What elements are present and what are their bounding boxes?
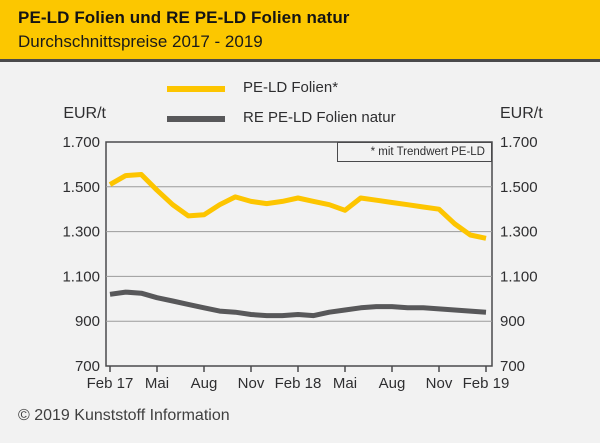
y-tick-label-left: 700 [75, 358, 100, 375]
y-tick-label-right: 700 [500, 358, 525, 375]
y-tick-label-left: 900 [75, 313, 100, 330]
chart-subtitle: Durchschnittspreise 2017 - 2019 [18, 32, 263, 51]
header: PE-LD Folien und RE PE-LD Folien natur D… [0, 0, 600, 59]
legend-label-pe-ld-folien: PE-LD Folien* [243, 79, 339, 96]
chart-title: PE-LD Folien und RE PE-LD Folien natur [18, 8, 350, 27]
axis-unit-right: EUR/t [500, 105, 543, 122]
series-line-re-pe-ld-folien-natur [109, 289, 487, 319]
x-tick-label: Mai [145, 375, 169, 392]
legend-swatch-re-pe-ld-folien-natur [167, 116, 225, 122]
y-tick-label-left: 1.300 [62, 224, 100, 241]
x-tick-label: Feb 19 [463, 375, 510, 392]
x-tick-label: Nov [426, 375, 453, 392]
x-tick-label: Mai [333, 375, 357, 392]
y-tick-label-left: 1.100 [62, 268, 100, 285]
legend-swatch-pe-ld-folien [167, 86, 225, 92]
copyright: © 2019 Kunststoff Information [18, 407, 230, 424]
x-tick-label: Feb 18 [275, 375, 322, 392]
header-divider [0, 59, 600, 62]
y-tick-label-right: 1.300 [500, 224, 538, 241]
x-tick-label: Aug [191, 375, 218, 392]
x-tick-label: Feb 17 [87, 375, 134, 392]
y-tick-label-right: 900 [500, 313, 525, 330]
plot-area [105, 141, 493, 367]
x-tick-label: Nov [238, 375, 265, 392]
y-tick-label-right: 1.500 [500, 179, 538, 196]
y-tick-label-right: 1.100 [500, 268, 538, 285]
x-tick-label: Aug [379, 375, 406, 392]
series-line-pe-ld-folien [108, 172, 487, 241]
y-tick-label-right: 1.700 [500, 134, 538, 151]
legend-label-re-pe-ld-folien-natur: RE PE-LD Folien natur [243, 109, 396, 126]
axis-unit-left: EUR/t [63, 105, 106, 122]
y-tick-label-left: 1.700 [62, 134, 100, 151]
y-tick-label-left: 1.500 [62, 179, 100, 196]
trend-annotation: * mit Trendwert PE-LD [337, 142, 492, 162]
